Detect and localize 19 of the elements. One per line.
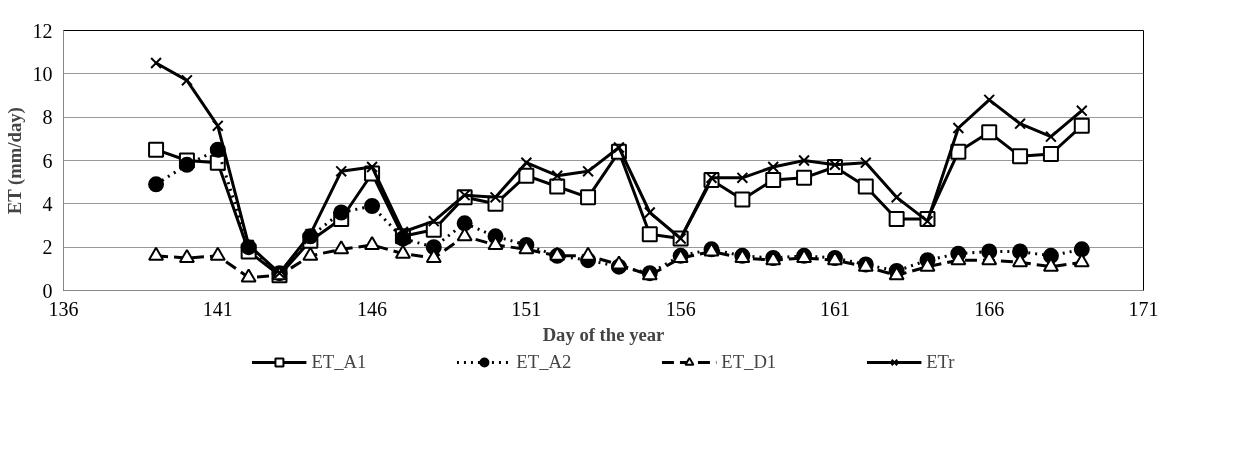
x-tick-label: 151 — [511, 297, 542, 320]
x-tick-label: 146 — [357, 297, 388, 320]
y-tick-label: 4 — [42, 192, 53, 215]
x-tick-label: 141 — [202, 297, 233, 320]
y-tick-label: 12 — [32, 19, 53, 42]
x-tick-label: 171 — [1128, 297, 1159, 320]
legend-label: ET_D1 — [721, 351, 777, 373]
x-tick-label: 156 — [665, 297, 696, 320]
y-tick-label: 2 — [42, 236, 53, 259]
y-tick-label: 10 — [32, 62, 53, 85]
legend-label: ET_A1 — [311, 351, 367, 373]
legend-label: ET_A2 — [516, 351, 572, 373]
y-tick-label: 8 — [42, 106, 53, 129]
y-axis-title: ET (mm/day) — [3, 107, 26, 215]
y-tick-label: 6 — [42, 149, 53, 172]
legend-label: ETr — [926, 351, 955, 373]
x-tick-label: 166 — [974, 297, 1005, 320]
x-tick-label: 161 — [819, 297, 850, 320]
x-axis-title: Day of the year — [542, 323, 665, 345]
